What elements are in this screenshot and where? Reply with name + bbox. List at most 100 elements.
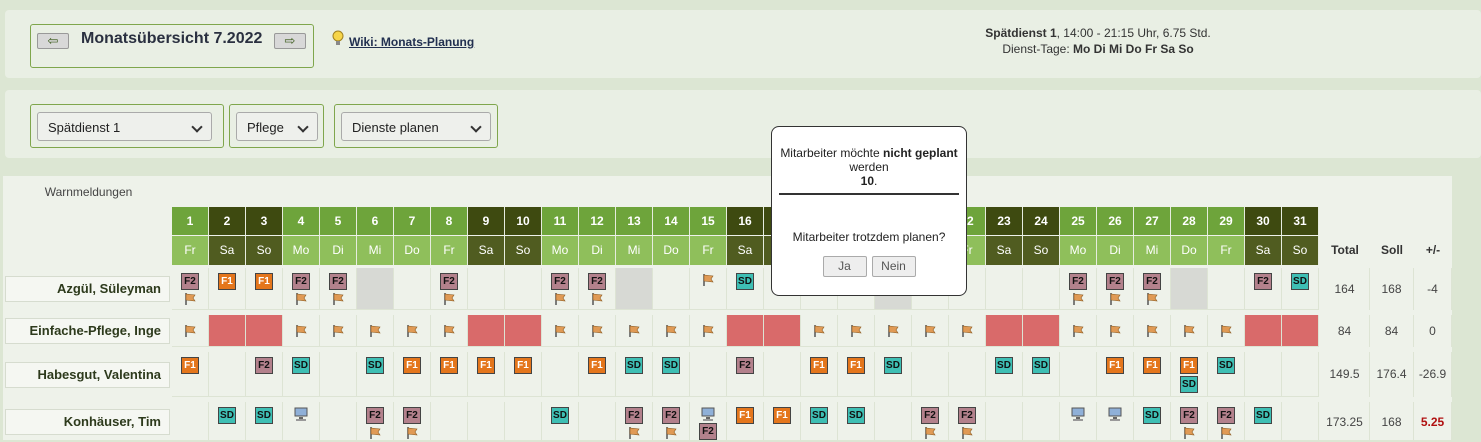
day-cell[interactable] xyxy=(209,315,246,347)
day-cell[interactable]: F1 xyxy=(764,402,801,442)
day-cell[interactable]: F1 xyxy=(1097,352,1134,397)
day-cell[interactable] xyxy=(949,352,986,397)
day-cell[interactable]: F2 xyxy=(1097,268,1134,310)
day-cell[interactable] xyxy=(320,402,357,442)
day-cell[interactable] xyxy=(690,268,727,310)
day-cell[interactable]: F2 xyxy=(431,268,468,310)
day-cell[interactable] xyxy=(431,315,468,347)
day-cell[interactable]: SD xyxy=(1023,352,1060,397)
day-cell[interactable] xyxy=(579,402,616,442)
next-button[interactable]: ⇨ xyxy=(274,33,306,49)
area-select[interactable]: Pflege xyxy=(236,112,318,141)
day-cell[interactable]: SD xyxy=(616,352,653,397)
day-cell[interactable] xyxy=(468,315,505,347)
day-cell[interactable] xyxy=(1282,352,1319,397)
day-cell[interactable]: SD xyxy=(283,352,320,397)
day-cell[interactable]: SD xyxy=(1245,402,1282,442)
day-cell[interactable] xyxy=(579,315,616,347)
day-cell[interactable] xyxy=(1023,268,1060,310)
day-cell[interactable]: F2 xyxy=(949,402,986,442)
day-cell[interactable]: SD xyxy=(838,402,875,442)
day-cell[interactable] xyxy=(320,315,357,347)
day-cell[interactable]: F2 xyxy=(1134,268,1171,310)
day-cell[interactable]: SD xyxy=(1134,402,1171,442)
day-cell[interactable] xyxy=(764,352,801,397)
day-cell[interactable]: F2 xyxy=(320,268,357,310)
day-cell[interactable]: SD xyxy=(209,402,246,442)
day-cell[interactable]: F2 xyxy=(394,402,431,442)
day-cell[interactable] xyxy=(986,268,1023,310)
day-cell[interactable]: F1 xyxy=(431,352,468,397)
day-cell[interactable]: F2 xyxy=(283,268,320,310)
day-cell[interactable] xyxy=(283,402,320,442)
yes-button[interactable]: Ja xyxy=(822,256,867,277)
day-cell[interactable]: F1 xyxy=(727,402,764,442)
day-cell[interactable]: F2 xyxy=(727,352,764,397)
day-cell[interactable]: F1 xyxy=(579,352,616,397)
day-cell[interactable] xyxy=(468,268,505,310)
day-cell[interactable]: SD xyxy=(727,268,764,310)
day-cell[interactable]: F2 xyxy=(1245,268,1282,310)
day-cell[interactable] xyxy=(949,315,986,347)
prev-button[interactable]: ⇦ xyxy=(37,33,69,49)
day-cell[interactable]: F2 xyxy=(246,352,283,397)
day-cell[interactable] xyxy=(616,315,653,347)
day-cell[interactable]: F2 xyxy=(579,268,616,310)
day-cell[interactable] xyxy=(912,315,949,347)
day-cell[interactable] xyxy=(1282,315,1319,347)
day-cell[interactable] xyxy=(986,315,1023,347)
day-cell[interactable] xyxy=(764,315,801,347)
day-cell[interactable]: SD xyxy=(653,352,690,397)
wiki-link[interactable]: Wiki: Monats-Planung xyxy=(349,35,475,49)
day-cell[interactable] xyxy=(283,315,320,347)
day-cell[interactable] xyxy=(209,352,246,397)
day-cell[interactable] xyxy=(1208,315,1245,347)
day-cell[interactable] xyxy=(1060,315,1097,347)
day-cell[interactable]: SD xyxy=(246,402,283,442)
day-cell[interactable] xyxy=(542,315,579,347)
day-cell[interactable] xyxy=(320,352,357,397)
day-cell[interactable]: SD xyxy=(801,402,838,442)
day-cell[interactable] xyxy=(357,268,394,310)
day-cell[interactable] xyxy=(1282,402,1319,442)
day-cell[interactable]: F1 xyxy=(246,268,283,310)
day-cell[interactable]: F1 xyxy=(505,352,542,397)
day-cell[interactable] xyxy=(875,402,912,442)
day-cell[interactable] xyxy=(246,315,283,347)
day-cell[interactable]: SD xyxy=(542,402,579,442)
no-button[interactable]: Nein xyxy=(871,256,916,277)
day-cell[interactable]: F2 xyxy=(357,402,394,442)
day-cell[interactable]: SD xyxy=(875,352,912,397)
day-cell[interactable]: F1 xyxy=(209,268,246,310)
day-cell[interactable]: F1 SD xyxy=(1171,352,1208,397)
day-cell[interactable] xyxy=(1245,315,1282,347)
day-cell[interactable] xyxy=(838,315,875,347)
day-cell[interactable] xyxy=(505,268,542,310)
mode-select[interactable]: Dienste planen xyxy=(341,112,491,141)
day-cell[interactable] xyxy=(172,402,209,442)
shift-select[interactable]: Spätdienst 1 xyxy=(37,112,212,141)
day-cell[interactable] xyxy=(653,268,690,310)
day-cell[interactable]: F1 xyxy=(801,352,838,397)
day-cell[interactable] xyxy=(1245,352,1282,397)
day-cell[interactable] xyxy=(1023,315,1060,347)
day-cell[interactable] xyxy=(690,352,727,397)
day-cell[interactable] xyxy=(1208,268,1245,310)
day-cell[interactable]: F2 xyxy=(172,268,209,310)
day-cell[interactable] xyxy=(727,315,764,347)
day-cell[interactable] xyxy=(394,268,431,310)
day-cell[interactable]: F1 xyxy=(172,352,209,397)
day-cell[interactable]: F1 xyxy=(394,352,431,397)
day-cell[interactable]: F2 xyxy=(690,402,727,442)
day-cell[interactable]: F2 xyxy=(1208,402,1245,442)
day-cell[interactable] xyxy=(394,315,431,347)
day-cell[interactable]: SD xyxy=(986,352,1023,397)
day-cell[interactable]: SD xyxy=(1282,268,1319,310)
day-cell[interactable] xyxy=(690,315,727,347)
day-cell[interactable]: SD xyxy=(1208,352,1245,397)
day-cell[interactable] xyxy=(505,315,542,347)
day-cell[interactable] xyxy=(431,402,468,442)
day-cell[interactable] xyxy=(1134,315,1171,347)
day-cell[interactable] xyxy=(1171,315,1208,347)
day-cell[interactable] xyxy=(986,402,1023,442)
